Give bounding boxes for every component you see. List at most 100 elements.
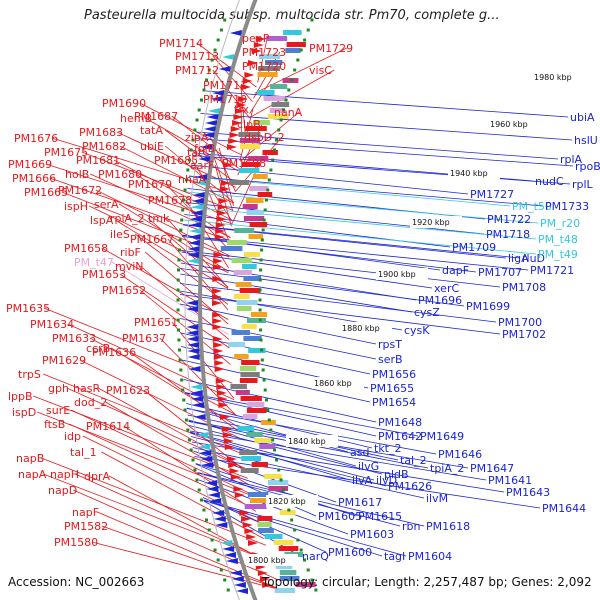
gene-label-pm1582: PM1582 [64, 520, 108, 533]
reverse-gene-arrow [207, 492, 220, 498]
gene-label-rlud: rluD [522, 252, 545, 265]
gene-label-pm1626: PM1626 [388, 480, 432, 493]
connector-line [109, 475, 273, 566]
tick-mark [314, 588, 318, 592]
tick-mark [176, 318, 180, 322]
feature-block [268, 486, 289, 491]
scale-label-bg [488, 118, 540, 130]
connector-line [69, 423, 256, 510]
feature-block [250, 312, 268, 317]
scale-labels: 1800 kbp 1820 kbp 1840 kbp 1860 kbp 1880 kbp… [246, 71, 584, 566]
reverse-gene-arrow [222, 54, 235, 60]
tick-mark [176, 298, 180, 302]
tick-mark [263, 388, 267, 392]
tick-mark [193, 468, 197, 472]
gene-label-pm1685: PM1685 [154, 154, 198, 167]
gene-label-pm1643: PM1643 [506, 486, 550, 499]
reverse-gene-arrow [186, 306, 199, 312]
tick-mark [176, 288, 180, 292]
gene-label-ilvd: ilvD [376, 474, 397, 487]
gene-label-aarf: aarF [190, 159, 214, 172]
gene-label-pm1700: PM1700 [498, 316, 542, 329]
tick-mark [303, 558, 307, 562]
gene-label-pm1713: PM1713 [175, 50, 219, 63]
reverse-gene-arrow [206, 486, 219, 492]
scale-label: 1860 kbp [314, 379, 352, 388]
feature-block [275, 564, 293, 569]
tick-mark [184, 418, 188, 422]
forward-gene-arrow [213, 342, 224, 348]
gene-label-pm1718: PM1718 [486, 228, 530, 241]
connector-line [214, 164, 232, 227]
tick-mark [296, 538, 300, 542]
tick-mark [200, 498, 204, 502]
connector-line [203, 500, 383, 557]
scale-label: 1800 kbp [248, 556, 286, 565]
gene-label-pm1698: PM1698 [222, 157, 266, 170]
forward-gene-arrow [242, 522, 253, 528]
gene-label-napb: napB [16, 452, 44, 465]
forward-gene-arrow [223, 162, 234, 168]
gene-label-isph: ispH [64, 200, 88, 213]
feature-block [241, 456, 262, 461]
forward-gene-arrow [212, 288, 223, 294]
tick-mark [279, 478, 283, 482]
tick-mark [178, 358, 182, 362]
gene-label-pm1617: PM1617 [338, 496, 382, 509]
reverse-gene-arrow [199, 450, 212, 456]
reverse-gene-arrow [218, 66, 231, 72]
gene-label-cysz: cysZ [414, 306, 440, 319]
gene-label-xerc: xerC [434, 282, 459, 295]
reverse-gene-arrow [200, 144, 213, 150]
gene-label-pm1641: PM1641 [488, 474, 532, 487]
feature-block [247, 318, 266, 323]
tick-mark [267, 178, 271, 182]
gene-label-pm1699: PM1699 [466, 300, 510, 313]
gene-label-holb: holB [65, 168, 89, 181]
gene-label-pm1687: PM1687 [134, 110, 178, 123]
connector-line [203, 499, 407, 557]
connector-line [97, 511, 282, 591]
connector-line [164, 129, 237, 184]
gene-label-dpra: dprA [84, 470, 110, 483]
reverse-gene-arrow [192, 402, 205, 408]
connector-line [139, 102, 242, 156]
feature-block [258, 528, 274, 533]
reverse-gene-arrow [190, 390, 203, 396]
feature-block [286, 42, 306, 47]
tick-mark [287, 508, 291, 512]
reverse-gene-arrow [220, 540, 233, 546]
reverse-gene-arrow [229, 30, 242, 36]
tick-mark [303, 38, 307, 42]
forward-gene-arrow [255, 36, 266, 42]
gene-label-pm_t49: PM_t49 [538, 248, 578, 261]
tick-mark [266, 188, 270, 192]
gene-label-sure: surE [46, 404, 70, 417]
tick-mark [223, 18, 227, 22]
feature-block [251, 462, 268, 467]
scale-label-bg [448, 167, 500, 179]
feature-block [257, 72, 278, 77]
connector-line [101, 247, 229, 320]
feature-block [243, 276, 262, 281]
gene-label-pm1727: PM1727 [470, 188, 514, 201]
connector-line [179, 303, 377, 345]
scale-label-bg [266, 495, 318, 507]
feature-block [279, 510, 296, 515]
scale-label-bg [532, 71, 584, 83]
gene-label-pm_t47: PM_t47 [74, 256, 114, 269]
forward-gene-arrow [213, 252, 224, 258]
reverse-gene-arrow [209, 498, 222, 504]
forward-gene-arrow [219, 414, 230, 420]
tick-mark [210, 538, 214, 542]
forward-gene-arrow [253, 42, 264, 48]
forward-gene-arrow [215, 378, 226, 384]
feature-block [270, 84, 288, 89]
reverse-gene-arrow [187, 342, 200, 348]
reverse-gene-arrow [215, 522, 228, 528]
forward-gene-arrow [229, 468, 240, 474]
tick-mark [179, 228, 183, 232]
reverse-gene-arrow [231, 576, 244, 582]
gene-label-pm1635: PM1635 [6, 302, 50, 315]
